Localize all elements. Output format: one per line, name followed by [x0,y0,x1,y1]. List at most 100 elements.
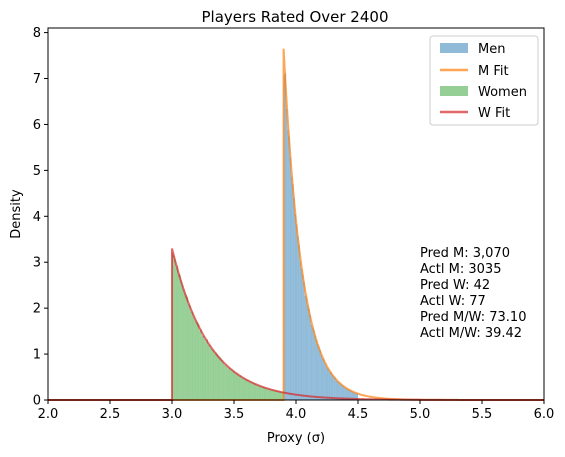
x-tick-label: 4.0 [286,407,307,422]
histogram-bar [220,358,222,400]
annotation-pred-m: Pred M: 3,070 [420,246,510,261]
histogram-bar [211,349,213,400]
histogram-bar [334,377,336,400]
histogram-bar [229,367,231,400]
histogram-bar [322,358,324,400]
histogram-bar [319,349,321,400]
histogram-bar [227,368,230,400]
histogram-layer [172,72,358,401]
histogram-bar [314,335,316,400]
histogram-bar [287,129,289,400]
legend-swatch-men [440,43,468,53]
histogram-bar [329,372,331,400]
histogram-bar [344,387,346,400]
histogram-bar [245,378,247,400]
histogram-bar [175,268,177,400]
legend: Men M Fit Women W Fit [429,35,539,126]
histogram-bar [183,289,185,400]
histogram-bar [356,393,358,400]
histogram-bar [267,389,269,400]
series-men [283,72,358,401]
histogram-bar [199,330,201,400]
histogram-bar [355,393,357,400]
histogram-bar [237,375,239,400]
histogram-bar [225,365,227,400]
histogram-bar [272,389,274,400]
histogram-bar [186,296,189,400]
histogram-bar [243,379,246,400]
histogram-bar [268,389,270,400]
histogram-bar [349,389,351,400]
y-tick-label: 4 [33,210,41,225]
histogram-bar [184,293,186,400]
histogram-bar [340,384,342,400]
annotation-actl-w: Actl W: 77 [420,294,486,309]
histogram-bar [339,383,341,400]
histogram-bar [297,236,299,400]
histogram-bar [291,176,293,400]
x-tick-label: 3.0 [162,407,183,422]
histogram-bar [191,312,194,400]
histogram-bar [269,389,272,400]
histogram-bar [173,255,175,400]
histogram-bar [324,363,326,400]
x-tick-label: 4.5 [348,407,369,422]
histogram-bar [188,304,190,400]
histogram-bar [219,356,221,400]
histogram-bar [224,364,226,400]
x-axis: 2.0 2.5 3.0 3.5 4.0 4.5 5.0 5.5 6.0 [38,400,554,422]
histogram-bar [288,136,290,400]
histogram-bar [204,339,206,400]
histogram-bar [317,344,319,400]
plot-area [47,27,545,401]
histogram-bar [217,355,220,400]
histogram-bar [260,386,262,400]
histogram-bar [276,390,278,400]
legend-label-w-fit: W Fit [478,106,510,121]
histogram-bar [351,391,354,400]
histogram-bar [345,388,347,400]
histogram-bar [174,259,176,400]
histogram-bar [265,387,267,400]
histogram-bar [263,387,265,400]
histogram-bar [203,335,205,400]
histogram-bar [226,367,228,400]
histogram-bar [346,389,349,400]
histogram-bar [292,184,294,400]
histogram-bar [350,390,352,400]
histogram-bar [252,382,254,400]
histogram-bar [313,329,315,400]
histogram-bar [315,340,318,400]
histogram-bar [310,324,313,400]
histogram-bar [327,368,329,400]
histogram-bar [195,321,197,400]
legend-label-m-fit: M Fit [478,64,509,79]
histogram-bar [222,362,225,400]
histogram-bar [230,369,232,400]
histogram-bar [258,386,261,400]
histogram-bar [312,327,314,400]
x-tick-label: 2.5 [100,407,121,422]
x-tick-label: 5.5 [472,407,493,422]
histogram-bar [236,373,238,400]
histogram-bar [289,157,292,400]
histogram-bar [318,346,320,400]
histogram-bar [251,382,253,400]
histogram-bar [180,280,182,400]
histogram-bar [305,297,308,400]
histogram-bar [309,315,311,400]
histogram-bar [206,339,208,400]
histogram-bar [302,274,304,400]
histogram-bar [293,197,295,400]
stats-annotation: Pred M: 3,070 Actl M: 3035 Pred W: 42 Ac… [420,246,526,341]
y-tick-label: 8 [33,26,41,41]
histogram-bar [181,284,184,400]
histogram-bar [273,390,275,400]
legend-label-men: Men [478,42,505,57]
histogram-bar [234,371,236,400]
histogram-bar [185,295,187,400]
histogram-bar [307,305,309,400]
histogram-bar [279,391,282,400]
histogram-bar [303,282,305,400]
